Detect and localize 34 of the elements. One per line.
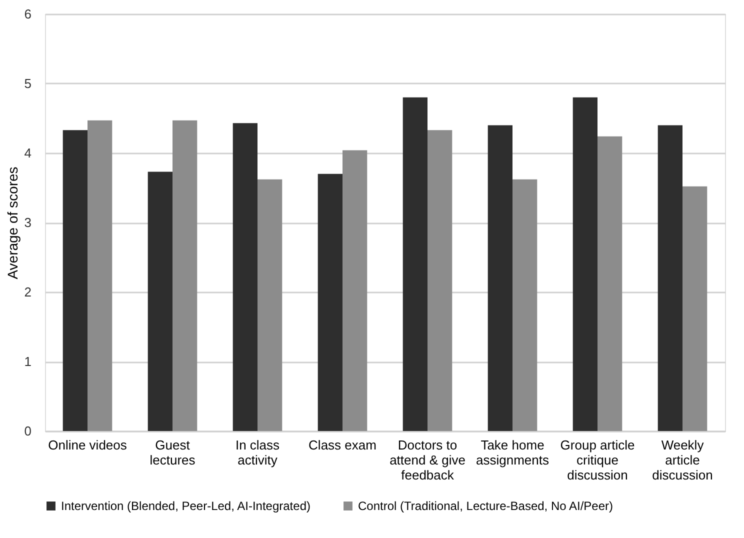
x-tick-label: Weekly article discussion [652,438,713,482]
y-tick-label: 4 [24,146,32,160]
x-tick-label: Class exam [308,438,376,452]
bar [598,136,622,431]
bar [232,123,258,431]
bar [148,172,172,431]
bar [512,179,538,431]
bar [658,125,682,431]
y-tick-label: 3 [24,215,32,230]
x-tick-label: Take home assignments [476,438,550,468]
y-tick-label: 2 [24,284,32,300]
legend-label: Control (Traditional, Lecture-Based, No AI/Peer) [358,499,614,513]
y-tick-label: 5 [24,76,32,91]
bar [342,150,368,431]
y-tick-label: 0 [24,424,32,438]
x-tick-label: Group article critique discussion [560,438,635,482]
bar [682,186,708,431]
bar [488,125,512,431]
legend-label: Intervention (Blended, Peer-Led, AI-Integrated) [61,499,310,513]
bar [258,179,282,431]
bar [318,174,342,431]
bar [88,120,112,431]
y-axis-title: Average of scores [4,166,20,280]
x-tick-label: Guest lectures [150,438,196,468]
y-tick-label: 1 [24,354,32,369]
bar [62,130,88,431]
bar [428,130,452,431]
bar [402,97,428,431]
x-tick-label: Online videos [48,438,128,452]
bar [572,97,598,431]
y-tick-label: 6 [24,6,32,22]
x-tick-label: In class activity [235,438,280,468]
bar [172,120,198,431]
x-tick-label: Doctors to attend & give feedback [390,438,466,482]
